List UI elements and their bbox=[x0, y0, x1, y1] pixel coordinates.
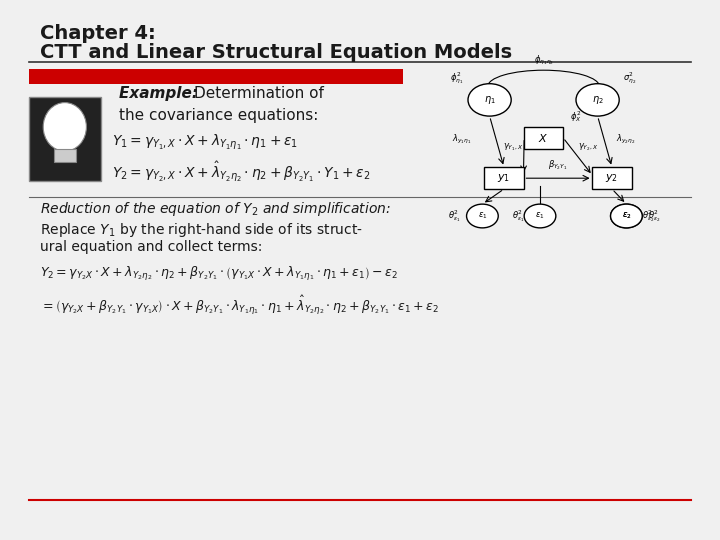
Text: $Y_2 = \gamma_{Y_{2}X} \cdot X + \lambda_{Y_{2}\eta_2} \cdot \eta_2 + \beta_{Y_{: $Y_2 = \gamma_{Y_{2}X} \cdot X + \lambda… bbox=[40, 265, 397, 282]
FancyBboxPatch shape bbox=[29, 97, 101, 181]
Bar bbox=[54, 148, 76, 162]
Text: $\phi_{\eta_1\eta_2}$: $\phi_{\eta_1\eta_2}$ bbox=[534, 55, 554, 68]
Circle shape bbox=[524, 204, 556, 228]
Text: $\theta_{\varepsilon_1}^2$: $\theta_{\varepsilon_1}^2$ bbox=[449, 208, 461, 224]
Text: $\eta_2$: $\eta_2$ bbox=[592, 94, 603, 106]
Text: Example:: Example: bbox=[119, 86, 203, 102]
Circle shape bbox=[611, 204, 642, 228]
Bar bbox=[524, 127, 564, 148]
Ellipse shape bbox=[43, 103, 86, 151]
Circle shape bbox=[611, 204, 642, 228]
Bar bbox=[593, 167, 632, 189]
Text: $Y_1 = \gamma_{Y_1,X} \cdot X + \lambda_{Y_1 \eta_1} \cdot \eta_1 + \varepsilon_: $Y_1 = \gamma_{Y_1,X} \cdot X + \lambda_… bbox=[112, 132, 297, 152]
Text: $X$: $X$ bbox=[539, 132, 549, 144]
Text: $\lambda_{y_1\eta_1}$: $\lambda_{y_1\eta_1}$ bbox=[452, 132, 472, 146]
Text: $\lambda_{y_2\eta_2}$: $\lambda_{y_2\eta_2}$ bbox=[616, 132, 635, 146]
Text: $Y_2 = \gamma_{Y_2,X} \cdot X + \hat{\lambda}_{Y_2 \eta_2} \cdot \eta_2 + \beta_: $Y_2 = \gamma_{Y_2,X} \cdot X + \hat{\la… bbox=[112, 159, 370, 184]
Circle shape bbox=[468, 84, 511, 116]
Circle shape bbox=[467, 204, 498, 228]
Text: $\phi_X^2$: $\phi_X^2$ bbox=[570, 109, 582, 124]
Text: $\eta_1$: $\eta_1$ bbox=[484, 94, 495, 106]
Circle shape bbox=[576, 84, 619, 116]
Text: Reduction of the equation of $Y_2$ and simplification:: Reduction of the equation of $Y_2$ and s… bbox=[40, 200, 390, 218]
Text: $\theta_{\varepsilon_1}^2$: $\theta_{\varepsilon_1}^2$ bbox=[512, 208, 524, 224]
Bar bbox=[484, 167, 524, 189]
Text: $\varepsilon_2$: $\varepsilon_2$ bbox=[621, 211, 631, 221]
Text: $y_1$: $y_1$ bbox=[498, 172, 510, 184]
Text: Determination of: Determination of bbox=[194, 86, 324, 102]
Text: $\beta_{Y_2Y_1}$: $\beta_{Y_2Y_1}$ bbox=[548, 158, 568, 172]
Text: $\gamma_{Y_1,X}$: $\gamma_{Y_1,X}$ bbox=[503, 141, 523, 152]
Text: $\theta_{\varepsilon_2}^2$: $\theta_{\varepsilon_2}^2$ bbox=[642, 208, 654, 224]
Text: $\theta_{\varepsilon_2}^2$: $\theta_{\varepsilon_2}^2$ bbox=[648, 208, 660, 224]
Text: the covariance equations:: the covariance equations: bbox=[119, 108, 318, 123]
FancyBboxPatch shape bbox=[29, 69, 403, 84]
Text: $= \left(\gamma_{Y_{2}X} + \beta_{Y_{2}Y_1} \cdot \gamma_{Y_{1}X}\right) \cdot X: $= \left(\gamma_{Y_{2}X} + \beta_{Y_{2}Y… bbox=[40, 294, 438, 318]
Text: $\varepsilon_1$: $\varepsilon_1$ bbox=[477, 211, 487, 221]
Text: Replace $Y_1$ by the right-hand side of its struct-: Replace $Y_1$ by the right-hand side of … bbox=[40, 221, 363, 239]
Text: CTT and Linear Structural Equation Models: CTT and Linear Structural Equation Model… bbox=[40, 43, 512, 62]
Text: $\varepsilon_2$: $\varepsilon_2$ bbox=[621, 211, 631, 221]
Text: $\varepsilon_1$: $\varepsilon_1$ bbox=[535, 211, 545, 221]
Text: ural equation and collect terms:: ural equation and collect terms: bbox=[40, 240, 262, 254]
Text: $y_2$: $y_2$ bbox=[606, 172, 618, 184]
Text: $\sigma_{\eta_2}^2$: $\sigma_{\eta_2}^2$ bbox=[624, 71, 636, 86]
Text: $\gamma_{Y_2,X}$: $\gamma_{Y_2,X}$ bbox=[578, 141, 599, 152]
Text: Chapter 4:: Chapter 4: bbox=[40, 24, 156, 43]
Text: $\phi_{\eta_1}^2$: $\phi_{\eta_1}^2$ bbox=[451, 71, 464, 86]
